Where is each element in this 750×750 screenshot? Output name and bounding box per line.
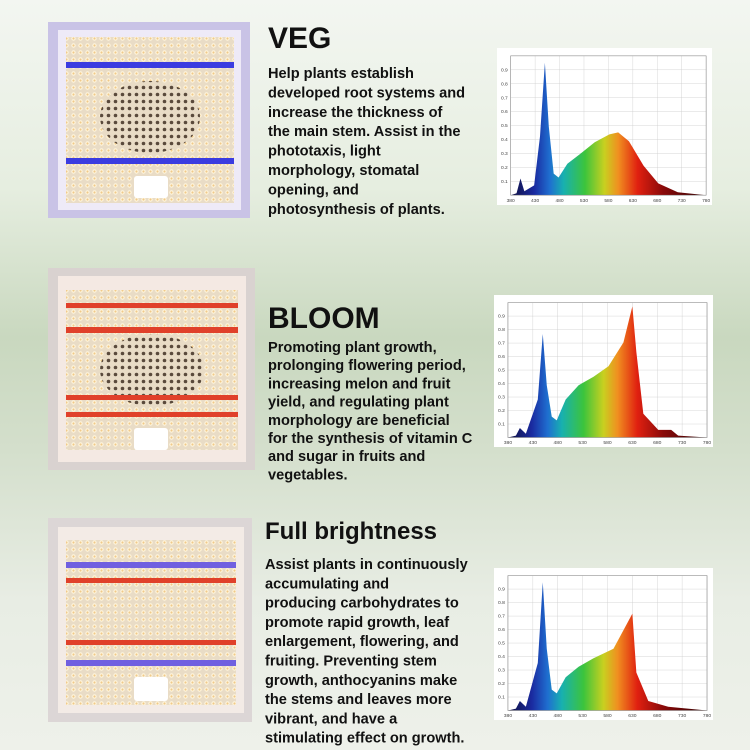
- section-title: Full brightness: [265, 518, 437, 545]
- description-line: Help plants establish: [268, 66, 414, 82]
- x-tick-label: 580: [603, 440, 612, 446]
- y-tick-label: 0.5: [498, 641, 505, 647]
- y-tick-label: 0.6: [498, 627, 505, 633]
- description-line: promote rapid growth, leaf: [265, 615, 449, 631]
- x-tick-label: 730: [678, 440, 687, 446]
- x-tick-label: 430: [529, 713, 538, 719]
- grow-light-veg: [48, 22, 250, 218]
- y-tick-label: 0.5: [501, 123, 508, 129]
- x-tick-label: 530: [580, 198, 588, 204]
- y-tick-label: 0.1: [498, 695, 505, 701]
- plot-frame: [510, 55, 707, 196]
- x-tick-label: 630: [628, 440, 637, 446]
- y-tick-label: 0.3: [498, 395, 505, 401]
- x-tick-label: 580: [604, 198, 612, 204]
- y-tick-label: 0.9: [501, 67, 508, 73]
- x-tick-label: 380: [507, 198, 515, 204]
- y-tick-label: 0.5: [498, 368, 505, 374]
- description-line: the main stem. Assist in the: [268, 124, 460, 140]
- y-tick-label: 0.8: [498, 327, 505, 333]
- y-tick-label: 0.6: [498, 354, 505, 360]
- description-line: increasing melon and fruit: [268, 376, 451, 392]
- description-line: the stems and leaves more: [265, 692, 452, 708]
- description-line: Assist plants in continuously: [265, 557, 469, 573]
- description-line: increase the thickness of: [268, 105, 443, 121]
- description-line: photosynthesis of plants.: [268, 202, 445, 218]
- y-tick-label: 0.7: [501, 95, 508, 101]
- y-tick-label: 0.9: [498, 587, 505, 593]
- y-tick-label: 0.8: [501, 81, 508, 87]
- spectrum-chart: 0.1 0.2 0.3 0.4 0.5 0.6 0.7 0.8 0.9 380 430 480 530 5…: [494, 568, 713, 720]
- x-tick-label: 680: [653, 198, 661, 204]
- y-tick-label: 0.1: [501, 179, 508, 185]
- x-tick-label: 780: [702, 198, 710, 204]
- description-line: developed root systems and: [268, 85, 465, 101]
- description-line: producing carbohydrates to: [265, 596, 459, 612]
- description-line: opening, and: [268, 182, 359, 198]
- description-line: vegetables.: [268, 467, 348, 483]
- x-tick-label: 630: [629, 198, 637, 204]
- x-tick-label: 530: [578, 713, 587, 719]
- description-line: enlargement, flowering, and: [265, 634, 459, 650]
- description-line: yield, and regulating plant: [268, 395, 449, 411]
- y-tick-label: 0.8: [498, 600, 505, 606]
- y-tick-label: 0.7: [498, 341, 505, 347]
- x-tick-label: 580: [603, 713, 612, 719]
- x-tick-label: 780: [703, 440, 712, 446]
- y-tick-label: 0.3: [501, 151, 508, 157]
- spectrum-curve: [507, 306, 708, 438]
- x-tick-label: 730: [678, 198, 686, 204]
- description-line: accumulating and: [265, 576, 389, 592]
- description-line: growth, anthocyanins make: [265, 673, 457, 689]
- grow-light-full: [48, 518, 252, 722]
- x-tick-label: 430: [529, 440, 538, 446]
- description-line: Promoting plant growth,: [268, 340, 437, 356]
- description-line: phototaxis, light: [268, 144, 381, 160]
- x-tick-label: 680: [653, 440, 662, 446]
- y-tick-label: 0.2: [501, 165, 508, 171]
- description-line: morphology, stomatal: [268, 163, 419, 179]
- section-title: VEG: [268, 22, 331, 55]
- description-line: and sugar in fruits and: [268, 449, 425, 465]
- y-tick-label: 0.3: [498, 668, 505, 674]
- x-tick-label: 480: [554, 713, 563, 719]
- x-tick-label: 380: [504, 713, 513, 719]
- section-title: BLOOM: [268, 302, 380, 335]
- description-line: morphology are beneficial: [268, 413, 450, 429]
- spectrum-curve: [507, 582, 708, 711]
- spectrum-chart: 0.1 0.2 0.3 0.4 0.5 0.6 0.7 0.8 0.9 380 430 480 530 5…: [497, 48, 712, 205]
- y-tick-label: 0.4: [498, 654, 505, 660]
- description-line: vibrant, and have a: [265, 711, 398, 727]
- y-tick-label: 0.6: [501, 109, 508, 115]
- description-line: for the synthesis of vitamin C: [268, 431, 473, 447]
- x-tick-label: 680: [653, 713, 662, 719]
- description-line: stimulating effect on growth.: [265, 731, 464, 747]
- x-tick-label: 480: [555, 198, 563, 204]
- description-line: fruiting. Preventing stem: [265, 654, 437, 670]
- spectrum-curve: [510, 62, 707, 196]
- spectrum-chart: 0.1 0.2 0.3 0.4 0.5 0.6 0.7 0.8 0.9 380 430 480 530 5…: [494, 295, 713, 447]
- y-tick-label: 0.1: [498, 422, 505, 428]
- plot-frame: [507, 575, 708, 711]
- grow-light-bloom: [48, 268, 255, 470]
- y-tick-label: 0.2: [498, 681, 505, 687]
- x-tick-label: 480: [554, 440, 563, 446]
- plot-frame: [507, 302, 708, 438]
- y-tick-label: 0.9: [498, 314, 505, 320]
- y-tick-label: 0.7: [498, 614, 505, 620]
- x-tick-label: 430: [531, 198, 539, 204]
- y-tick-label: 0.2: [498, 408, 505, 414]
- x-tick-label: 730: [678, 713, 687, 719]
- description-line: prolonging flowering period,: [268, 358, 466, 374]
- y-tick-label: 0.4: [501, 137, 508, 143]
- x-tick-label: 530: [578, 440, 587, 446]
- x-tick-label: 780: [703, 713, 712, 719]
- x-tick-label: 630: [628, 713, 637, 719]
- y-tick-label: 0.4: [498, 381, 505, 387]
- x-tick-label: 380: [504, 440, 513, 446]
